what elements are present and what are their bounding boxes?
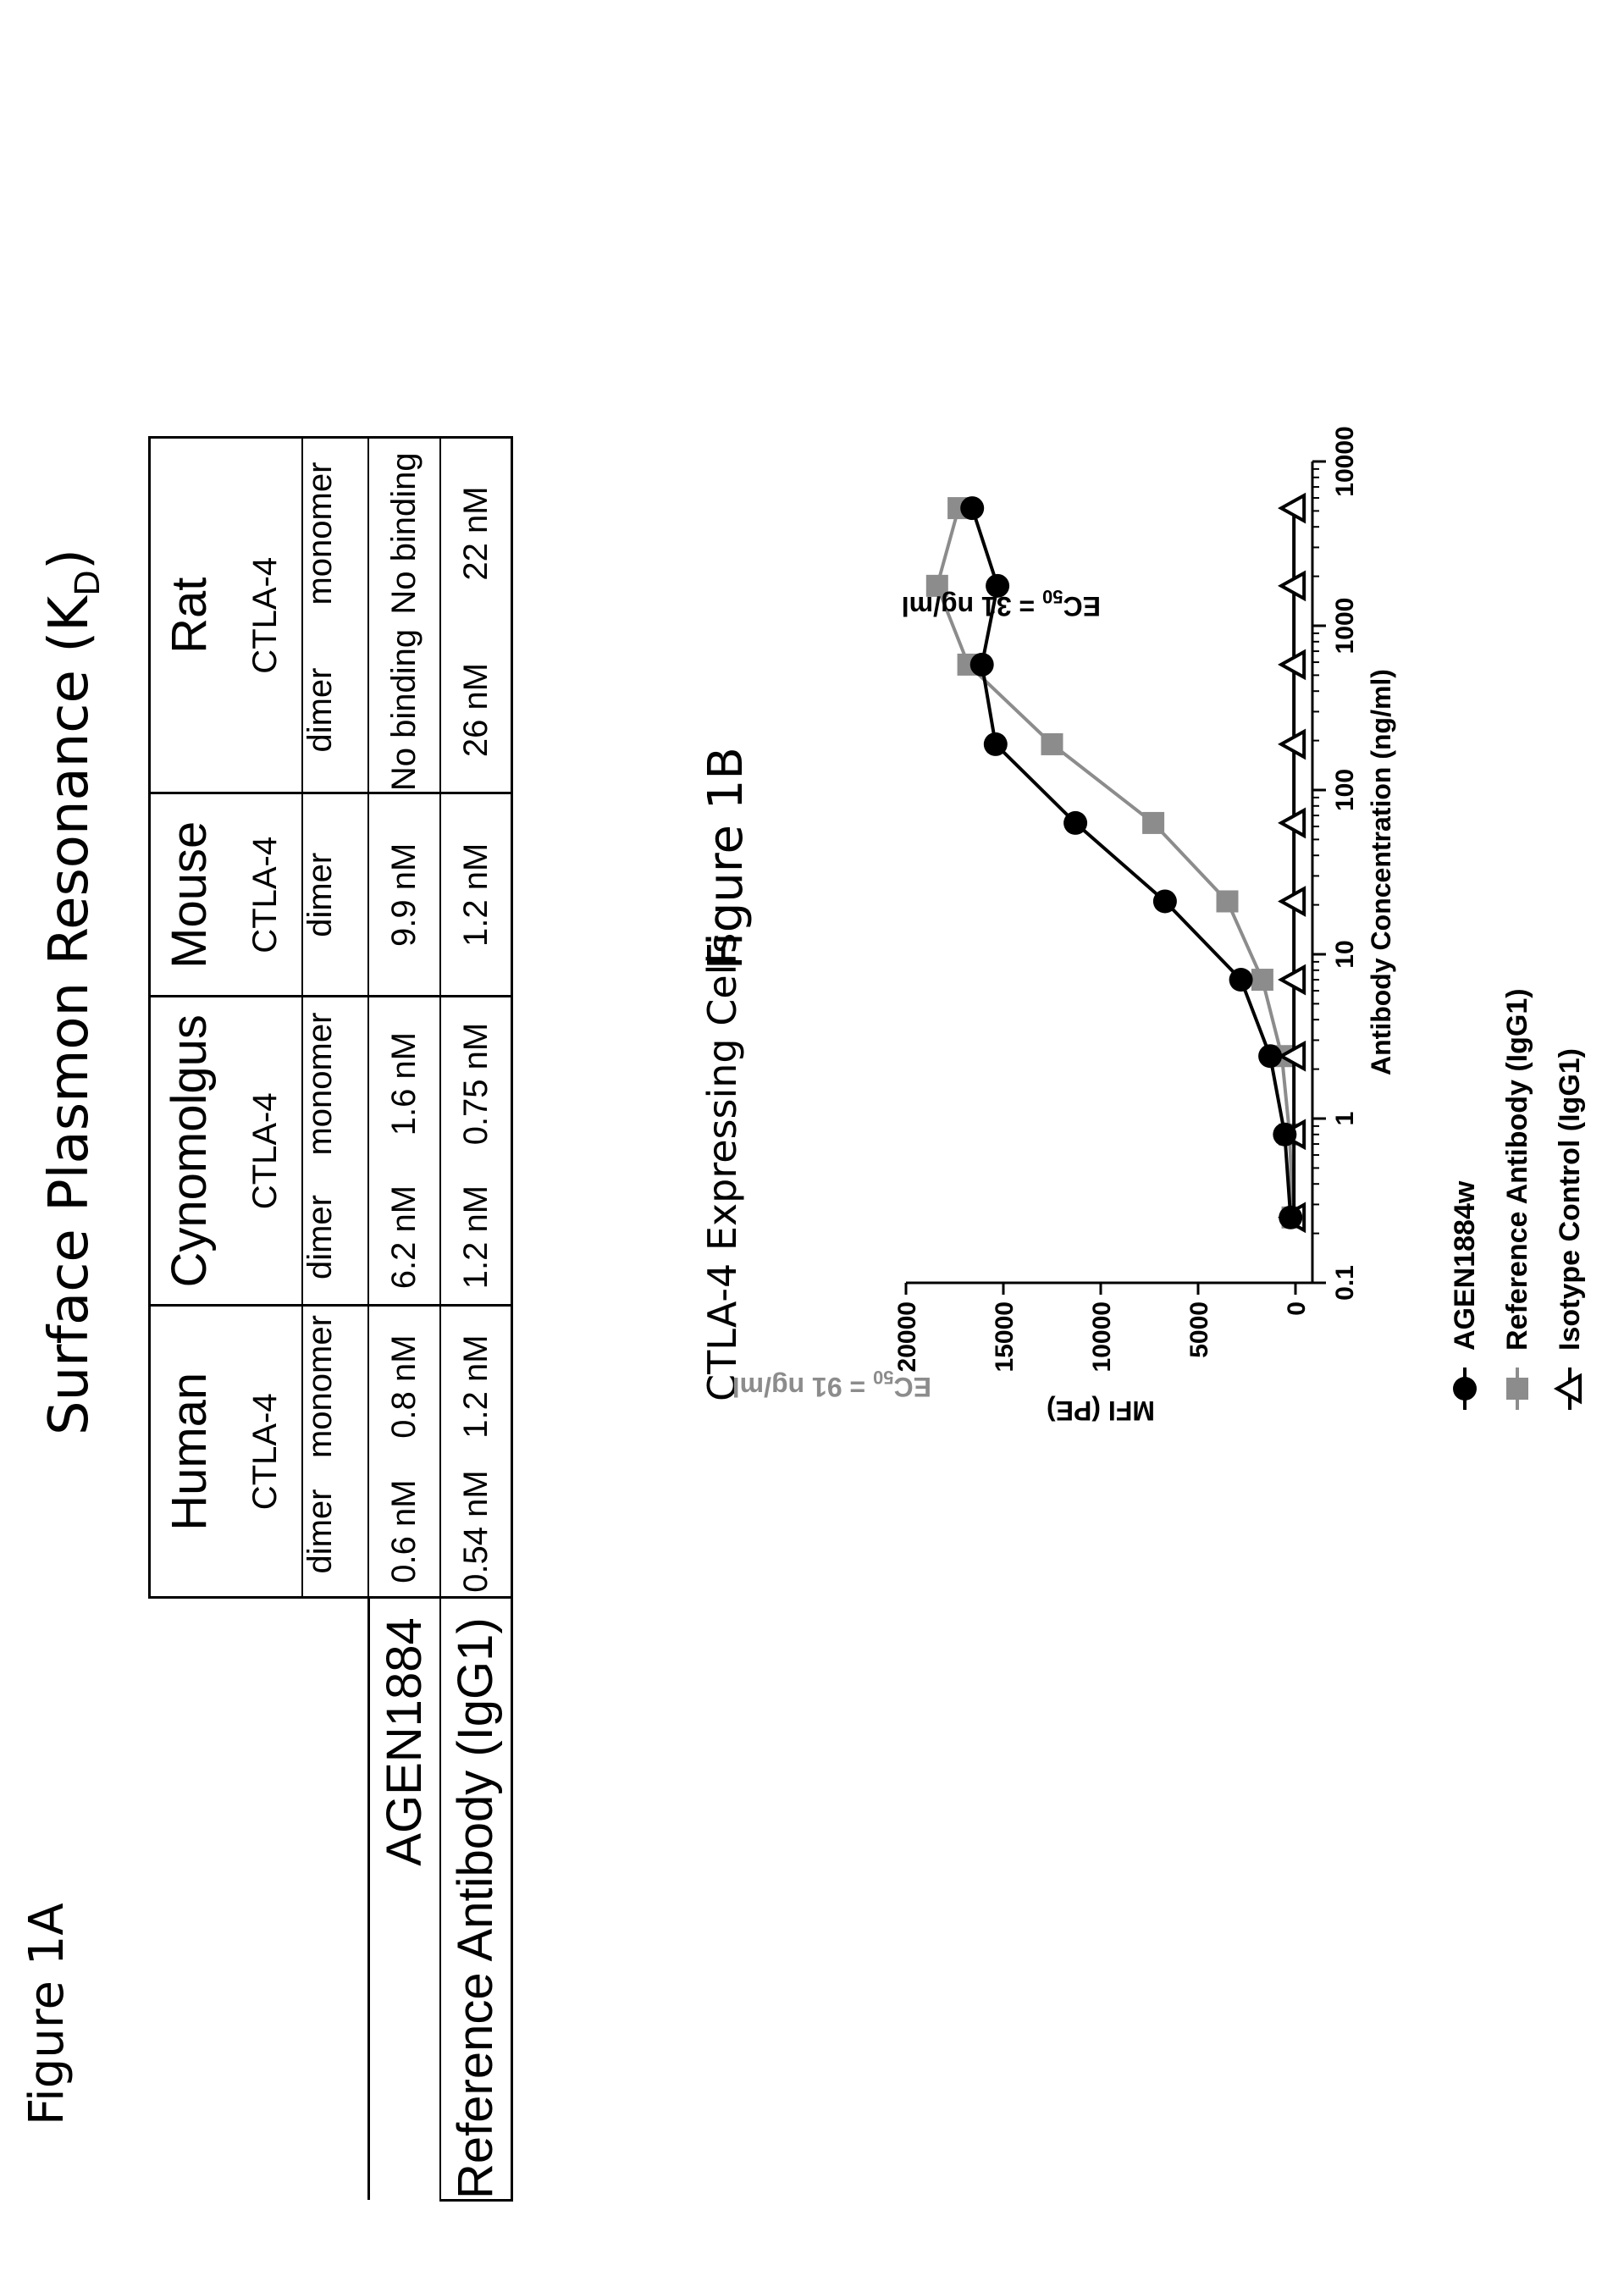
data-point xyxy=(1041,732,1063,755)
data-point xyxy=(1278,649,1306,681)
y-tick-label: 5000 xyxy=(1185,1301,1213,1358)
y-tick-label: 0 xyxy=(1283,1301,1311,1316)
y-tick-label: 20000 xyxy=(893,1301,921,1372)
ec50-annotation: EC50 = 91 ng/ml xyxy=(732,1367,931,1402)
y-axis-label: MFI (PE) xyxy=(1047,1395,1155,1426)
legend-marker xyxy=(1553,1373,1582,1405)
data-point xyxy=(1152,889,1177,914)
x-axis-label: Antibody Concentration (ng/ml) xyxy=(1366,669,1396,1075)
data-point xyxy=(1278,1040,1306,1072)
data-point xyxy=(1251,969,1273,992)
series-line xyxy=(935,507,1295,1218)
legend-label: AGEN1884w xyxy=(1449,1180,1481,1351)
x-tick-label: 100 xyxy=(1331,769,1359,811)
y-tick-label: 10000 xyxy=(1088,1301,1116,1372)
data-point xyxy=(1063,810,1088,835)
data-point xyxy=(925,574,948,597)
data-point xyxy=(1229,968,1253,992)
y-tick-label: 15000 xyxy=(991,1301,1019,1372)
data-point xyxy=(1278,570,1306,602)
data-point xyxy=(1278,728,1306,760)
x-tick-label: 10 xyxy=(1331,940,1359,968)
series-line xyxy=(970,507,1293,1218)
x-tick-label: 10000 xyxy=(1331,426,1359,496)
data-point xyxy=(1279,1205,1303,1229)
data-point xyxy=(983,732,1008,756)
x-tick-label: 1000 xyxy=(1331,598,1359,655)
data-point xyxy=(1258,1044,1283,1069)
legend-marker xyxy=(1453,1377,1477,1401)
legend-label: Reference Antibody (IgG1) xyxy=(1501,988,1533,1351)
data-point xyxy=(969,652,994,677)
data-point xyxy=(1278,964,1306,996)
x-tick-label: 1 xyxy=(1331,1112,1359,1126)
data-point xyxy=(1142,811,1165,834)
data-point xyxy=(960,496,985,521)
legend-label: Isotype Control (IgG1) xyxy=(1554,1048,1586,1351)
legend-marker xyxy=(1506,1378,1528,1400)
data-point xyxy=(1273,1122,1297,1147)
data-point xyxy=(986,573,1010,598)
data-point xyxy=(1278,807,1306,839)
data-point xyxy=(1278,886,1306,917)
data-point xyxy=(1278,492,1306,524)
data-point xyxy=(1216,890,1239,913)
ec50-annotation: EC50 = 31 ng/ml xyxy=(902,586,1101,622)
x-tick-label: 0.1 xyxy=(1331,1265,1359,1301)
